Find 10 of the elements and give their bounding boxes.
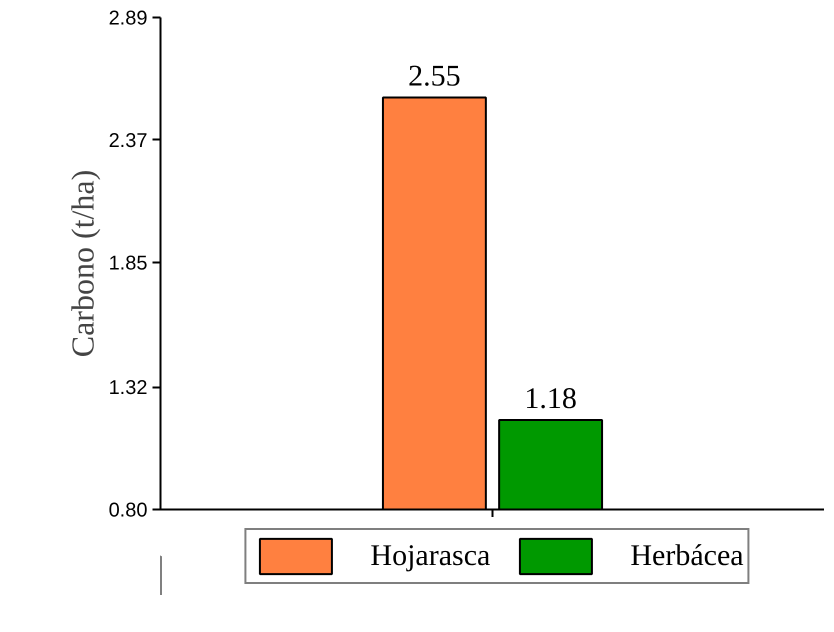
legend-label: Hojarasca [370,539,490,573]
y-tick-label: 0.80 [108,500,148,522]
data-label: 2.55 [408,60,461,93]
data-label: 1.18 [524,382,577,416]
y-tick-label: 2.89 [108,8,148,30]
legend-label: Herbácea [630,539,744,573]
y-axis-title: Carbono (t/ha) [64,170,101,358]
y-tick-label: 1.85 [108,252,148,274]
y-tick-label: 1.32 [108,377,148,400]
y-tick-label: 2.37 [108,130,148,152]
